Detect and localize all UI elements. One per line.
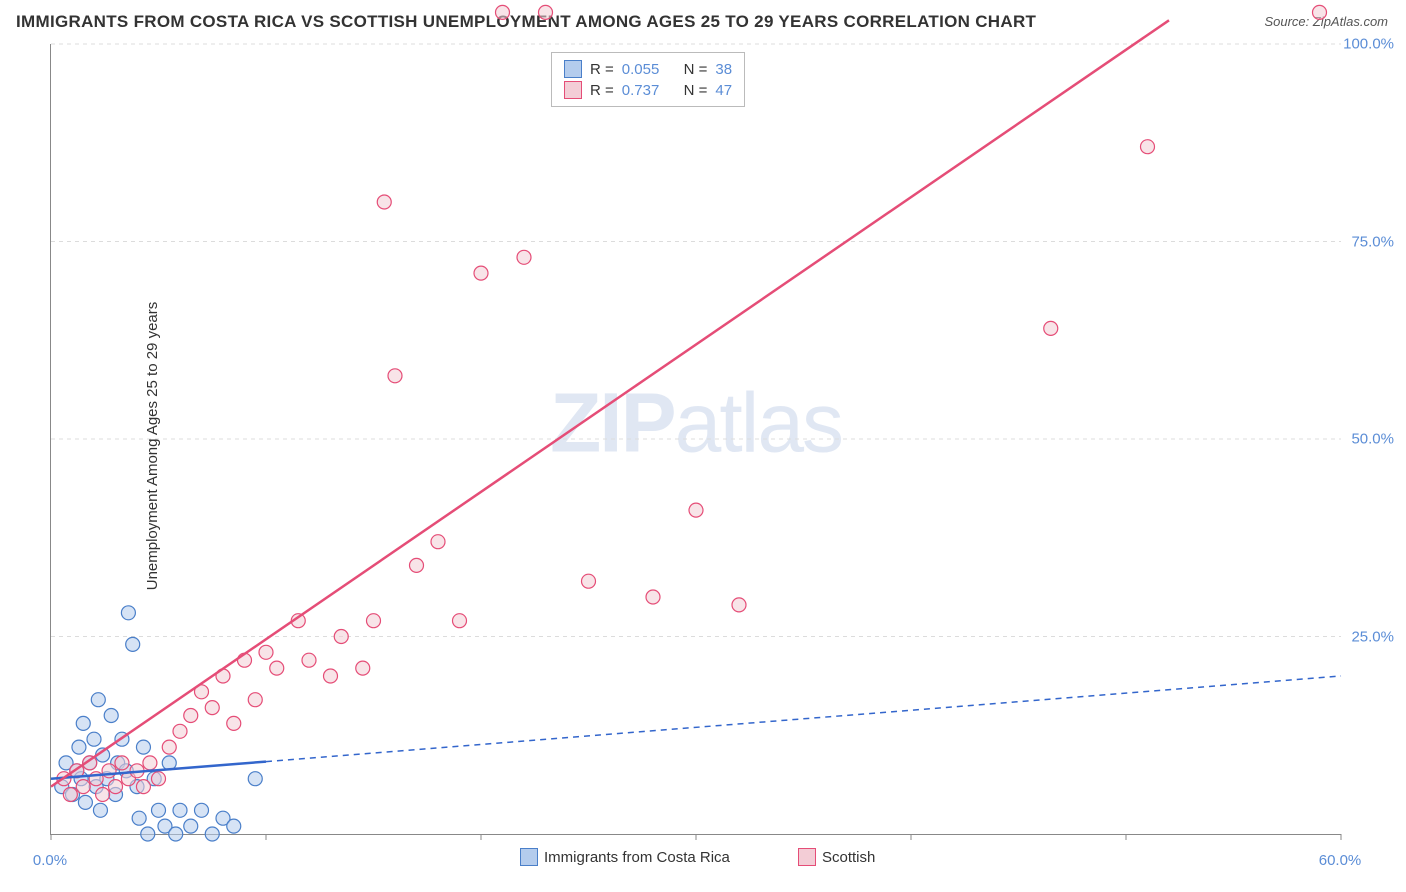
legend-swatch bbox=[798, 848, 816, 866]
y-tick-label: 50.0% bbox=[1351, 431, 1394, 448]
stats-row: R =0.737 N =47 bbox=[564, 81, 732, 99]
plot-area: ZIPatlas R =0.055 N =38R =0.737 N =47 bbox=[50, 44, 1341, 835]
legend-label: Immigrants from Costa Rica bbox=[544, 849, 730, 866]
stats-swatch bbox=[564, 81, 582, 99]
x-tick-label: 60.0% bbox=[1319, 852, 1362, 869]
source-attribution: Source: ZipAtlas.com bbox=[1264, 14, 1388, 29]
legend-label: Scottish bbox=[822, 849, 875, 866]
stats-legend-box: R =0.055 N =38 R =0.737 N =47 bbox=[551, 52, 745, 107]
legend-swatch bbox=[520, 848, 538, 866]
chart-canvas bbox=[51, 44, 1341, 834]
legend-item: Immigrants from Costa Rica bbox=[520, 848, 730, 866]
y-tick-label: 25.0% bbox=[1351, 628, 1394, 645]
stats-swatch bbox=[564, 60, 582, 78]
legend-item: Scottish bbox=[798, 848, 875, 866]
y-tick-label: 75.0% bbox=[1351, 233, 1394, 250]
y-tick-label: 100.0% bbox=[1343, 36, 1394, 53]
chart-title: IMMIGRANTS FROM COSTA RICA VS SCOTTISH U… bbox=[16, 12, 1036, 32]
x-tick-label: 0.0% bbox=[33, 852, 67, 869]
stats-row: R =0.055 N =38 bbox=[564, 60, 732, 78]
